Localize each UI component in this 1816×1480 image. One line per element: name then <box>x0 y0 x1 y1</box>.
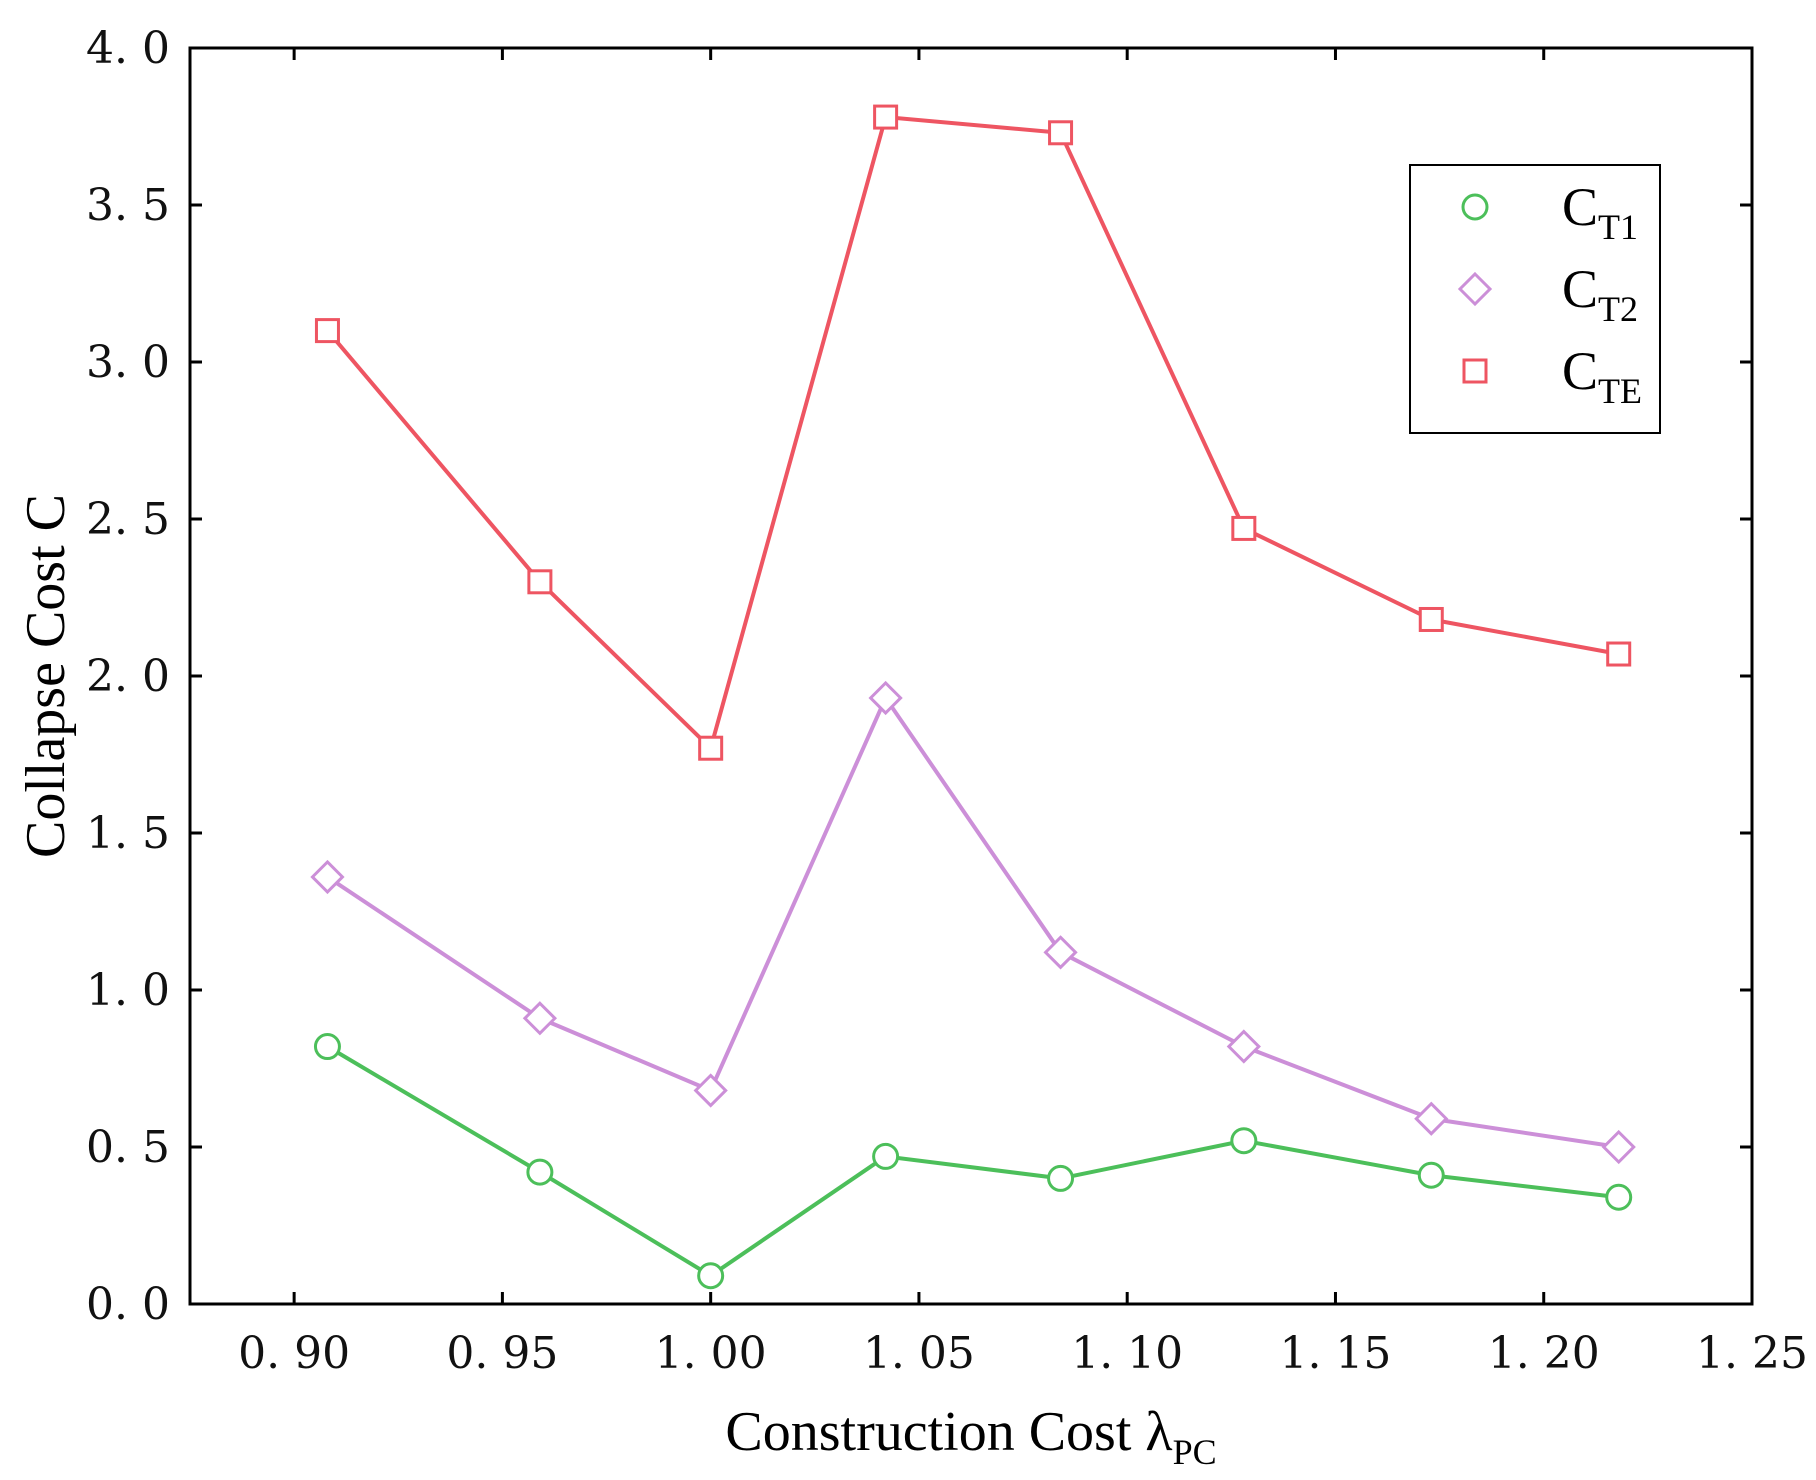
legend-frame <box>1409 164 1661 434</box>
data-point-te <box>873 104 899 130</box>
data-point-t1 <box>526 1158 554 1186</box>
series-t1 <box>313 1033 1633 1290</box>
data-point-t2 <box>522 1001 558 1036</box>
legend-label-main: C <box>1562 177 1598 237</box>
legend-item-te: CTE <box>1462 341 1642 411</box>
data-point-te <box>314 318 340 344</box>
series-te <box>314 104 1632 761</box>
y-tick-label: 1. 0 <box>86 965 170 1016</box>
y-tick-label: 3. 0 <box>86 337 170 388</box>
legend-marker-t1 <box>1461 193 1489 221</box>
x-tick-label: 1. 20 <box>1488 1328 1600 1379</box>
data-point-t1 <box>1230 1127 1258 1155</box>
data-point-te <box>527 569 553 595</box>
data-point-t2 <box>1414 1101 1449 1136</box>
x-tick-label: 0. 90 <box>238 1328 350 1379</box>
x-axis-title-main: Construction Cost λ <box>725 1401 1172 1463</box>
series-line-t2 <box>326 695 1620 1149</box>
data-point-t2 <box>1601 1129 1636 1165</box>
x-tick-label: 1. 10 <box>1071 1328 1183 1379</box>
y-tick-label: 0. 0 <box>86 1279 170 1330</box>
legend-label-subscript: TE <box>1598 371 1642 411</box>
tick-layer: 0. 90 0. 95 1. 00 1. 05 1. 10 1. 15 1. 20 1. 25… <box>86 23 1808 1379</box>
data-point-t1 <box>313 1033 341 1061</box>
data-point-te <box>1231 515 1257 541</box>
y-tick-label: 0. 5 <box>86 1122 170 1173</box>
data-point-t1 <box>1417 1161 1445 1189</box>
y-tick-label: 3. 5 <box>86 180 170 231</box>
y-tick-label: 2. 5 <box>86 494 170 545</box>
x-tick-label: 1. 25 <box>1696 1328 1808 1379</box>
legend-marker-te <box>1462 358 1488 384</box>
data-point-t1 <box>697 1262 725 1290</box>
series-line-t1 <box>326 1044 1619 1278</box>
y-tick-label: 1. 5 <box>86 808 170 859</box>
legend-label-t1: CT1 <box>1562 177 1638 247</box>
legend-label-subscript: T2 <box>1598 289 1638 329</box>
data-point-t2 <box>1043 935 1078 970</box>
data-point-te <box>1418 606 1444 632</box>
data-point-t2 <box>310 859 345 895</box>
legend-label-te: CTE <box>1562 341 1642 411</box>
series-t2 <box>310 680 1636 1165</box>
data-point-te <box>698 735 724 761</box>
y-axis-title: Collapse Cost C <box>15 494 77 858</box>
x-tick-label: 1. 05 <box>863 1328 975 1379</box>
data-point-t2 <box>868 680 903 716</box>
x-tick-label: 1. 15 <box>1279 1328 1391 1379</box>
legend-label-main: C <box>1562 259 1598 319</box>
y-tick-label: 4. 0 <box>86 23 170 74</box>
x-tick-label: 1. 00 <box>655 1328 767 1379</box>
data-point-te <box>1606 641 1632 667</box>
data-point-te <box>1048 120 1074 146</box>
legend-label-t2: CT2 <box>1562 259 1638 329</box>
series-line-te <box>325 115 1620 751</box>
data-point-t1 <box>1047 1164 1075 1192</box>
x-axis-title: Construction Cost λPC <box>725 1401 1216 1472</box>
x-tick-label: 0. 95 <box>446 1328 558 1379</box>
data-point-t2 <box>1226 1029 1261 1064</box>
x-axis-title-subscript: PC <box>1173 1432 1217 1472</box>
legend-label-main: C <box>1562 341 1598 401</box>
data-point-t1 <box>1605 1183 1633 1211</box>
series-layer <box>310 104 1636 1290</box>
legend-label-subscript: T1 <box>1598 207 1638 247</box>
data-point-t2 <box>693 1073 728 1108</box>
y-tick-label: 2. 0 <box>86 651 170 702</box>
data-point-t1 <box>872 1142 900 1170</box>
legend-item-t2: CT2 <box>1457 259 1638 329</box>
legend-marker-t2 <box>1457 271 1493 307</box>
legend-item-t1: CT1 <box>1461 177 1638 247</box>
